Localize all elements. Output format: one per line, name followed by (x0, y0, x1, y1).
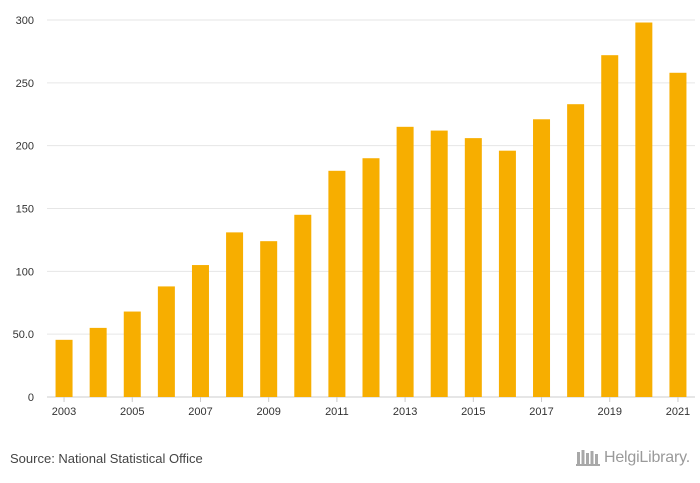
bar-2006[interactable] (157, 286, 175, 397)
bars (55, 22, 687, 398)
y-tick-label: 300 (16, 15, 34, 27)
x-tick-label: 2009 (256, 406, 280, 418)
x-tick-label: 2007 (188, 406, 212, 418)
x-tick-label: 2015 (461, 406, 485, 418)
bar-2013[interactable] (396, 126, 414, 398)
y-tick-label: 100 (16, 266, 34, 278)
bar-2017[interactable] (533, 119, 551, 397)
bar-2005[interactable] (123, 311, 141, 397)
bar-2011[interactable] (328, 170, 346, 397)
bar-2021[interactable] (669, 72, 687, 397)
bar-2012[interactable] (362, 158, 380, 397)
x-tick-label: 2013 (393, 406, 417, 418)
bar-2016[interactable] (498, 150, 516, 397)
x-tick-label: 2017 (529, 406, 553, 418)
x-tick-label: 2021 (666, 406, 690, 418)
bar-2008[interactable] (226, 232, 244, 397)
bar-2014[interactable] (430, 130, 448, 397)
x-tick-label: 2019 (597, 406, 621, 418)
bar-2018[interactable] (567, 104, 585, 398)
y-axis-tick-labels: 0 50.0 100 150 200 250 300 (13, 15, 34, 404)
y-tick-label: 250 (16, 78, 34, 90)
x-axis-tick-labels: 2003 2005 2007 2009 2011 2013 2015 2017 2019 2021 (52, 397, 690, 418)
bar-2020[interactable] (635, 22, 653, 397)
x-tick-label: 2005 (120, 406, 144, 418)
bar-2019[interactable] (601, 55, 619, 397)
brand-logo[interactable]: HelgiLibrary. (575, 449, 690, 467)
source-note: Source: National Statistical Office (10, 451, 203, 466)
x-tick-label: 2003 (52, 406, 76, 418)
y-tick-label: 50.0 (13, 329, 34, 341)
y-tick-label: 150 (16, 204, 34, 216)
bar-2009[interactable] (260, 241, 278, 397)
y-tick-label: 200 (16, 141, 34, 153)
bar-2007[interactable] (191, 265, 209, 397)
bar-2015[interactable] (464, 138, 482, 398)
bar-2010[interactable] (294, 214, 312, 397)
bar-2003[interactable] (55, 339, 73, 397)
bar-chart: 0 50.0 100 150 200 250 300 2003 2005 2007 2009 201… (13, 15, 695, 418)
library-icon (575, 450, 600, 466)
x-tick-label: 2011 (325, 406, 349, 418)
brand-name: HelgiLibrary. (603, 449, 690, 466)
bar-2004[interactable] (89, 327, 107, 397)
y-tick-label: 0 (28, 392, 34, 404)
